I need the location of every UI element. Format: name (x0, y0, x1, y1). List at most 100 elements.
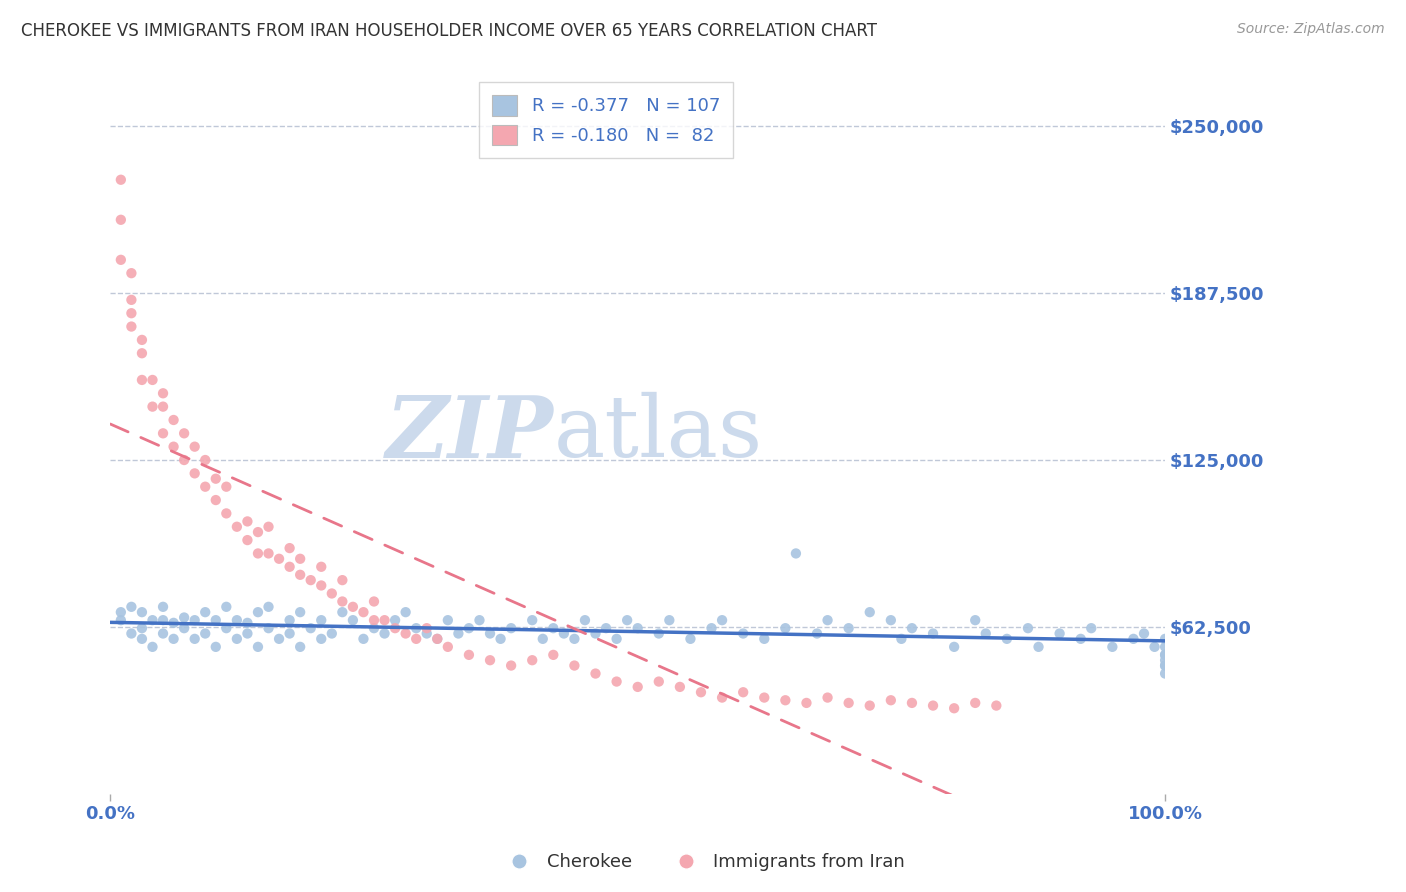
Point (246, 546, 269, 560)
Point (131, 605, 153, 619)
Point (1154, 648, 1177, 662)
Point (225, 632, 247, 646)
Point (204, 493, 226, 508)
Point (152, 613, 174, 627)
Point (1028, 640, 1050, 654)
Point (141, 373, 163, 387)
Point (700, 621, 723, 635)
Point (458, 648, 481, 662)
Point (817, 613, 839, 627)
Point (806, 626, 828, 640)
Point (236, 626, 259, 640)
Point (986, 698, 1008, 713)
Point (754, 632, 776, 646)
Point (152, 426, 174, 441)
Point (995, 632, 1018, 646)
Point (564, 658, 586, 673)
Point (522, 613, 544, 627)
Point (246, 525, 269, 540)
Point (131, 333, 153, 347)
Text: atlas: atlas (554, 392, 762, 475)
Point (257, 621, 280, 635)
Point (299, 621, 322, 635)
Point (648, 674, 671, 689)
Point (299, 573, 322, 587)
Point (711, 690, 734, 705)
Point (204, 640, 226, 654)
Point (1049, 626, 1071, 640)
Point (278, 541, 301, 555)
Point (817, 690, 839, 705)
Point (405, 632, 427, 646)
Point (1154, 658, 1177, 673)
Point (543, 621, 565, 635)
Point (183, 613, 205, 627)
Point (110, 173, 132, 187)
Point (215, 480, 238, 494)
Point (901, 621, 924, 635)
Point (1154, 632, 1177, 646)
Point (194, 453, 217, 467)
Point (943, 701, 966, 715)
Point (215, 507, 238, 521)
Point (120, 626, 142, 640)
Point (437, 640, 460, 654)
Point (543, 648, 565, 662)
Point (204, 472, 226, 486)
Point (225, 613, 247, 627)
Point (131, 346, 153, 360)
Point (215, 621, 238, 635)
Point (585, 666, 607, 681)
Point (733, 626, 755, 640)
Point (1133, 626, 1156, 640)
Point (501, 621, 523, 635)
Point (384, 613, 406, 627)
Point (922, 698, 945, 713)
Point (321, 586, 343, 600)
Point (859, 605, 882, 619)
Point (225, 520, 247, 534)
Text: ZIP: ZIP (385, 392, 554, 475)
Point (257, 520, 280, 534)
Point (965, 696, 987, 710)
Point (1143, 640, 1166, 654)
Point (162, 615, 184, 630)
Point (1017, 621, 1039, 635)
Point (257, 546, 280, 560)
Point (152, 626, 174, 640)
Point (288, 567, 311, 582)
Point (120, 599, 142, 614)
Point (796, 696, 818, 710)
Point (120, 306, 142, 320)
Point (501, 658, 523, 673)
Point (479, 653, 502, 667)
Point (658, 613, 681, 627)
Point (733, 685, 755, 699)
Point (531, 632, 554, 646)
Point (395, 626, 418, 640)
Point (141, 400, 163, 414)
Point (152, 386, 174, 401)
Point (595, 621, 617, 635)
Point (1080, 621, 1102, 635)
Point (120, 266, 142, 280)
Point (353, 632, 375, 646)
Point (1101, 640, 1123, 654)
Point (194, 605, 217, 619)
Point (173, 610, 195, 624)
Text: CHEROKEE VS IMMIGRANTS FROM IRAN HOUSEHOLDER INCOME OVER 65 YEARS CORRELATION CH: CHEROKEE VS IMMIGRANTS FROM IRAN HOUSEHO… (21, 22, 877, 40)
Point (1122, 632, 1144, 646)
Point (110, 605, 132, 619)
Point (342, 599, 364, 614)
Point (775, 693, 797, 707)
Point (321, 626, 343, 640)
Point (131, 373, 153, 387)
Point (880, 693, 903, 707)
Point (236, 615, 259, 630)
Point (416, 626, 439, 640)
Point (880, 613, 903, 627)
Point (120, 293, 142, 307)
Point (479, 626, 502, 640)
Point (363, 621, 385, 635)
Point (1154, 666, 1177, 681)
